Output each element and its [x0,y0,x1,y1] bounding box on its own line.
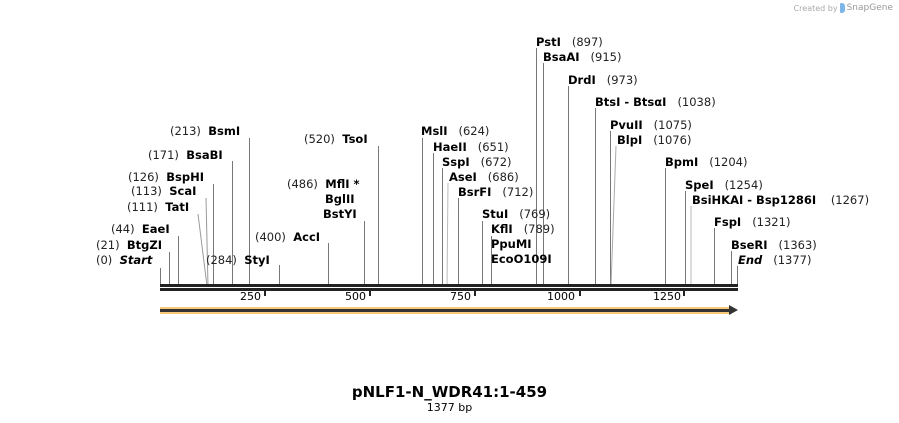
site-line-styi [279,265,280,286]
site-label-blpi[interactable]: BlpI (1076) [617,133,692,147]
ruler-tick-250 [264,290,266,296]
site-label-bsphi[interactable]: (126) BspHI [128,170,204,184]
site-label-bsrfi[interactable]: BsrFI (712) [458,185,534,199]
site-line-btsi [595,108,596,286]
site-label-btgzi[interactable]: (21) BtgZI [96,238,163,252]
site-label-kfli[interactable]: KflI (789) [491,222,555,236]
site-label-eaei[interactable]: (44) EaeI [111,222,170,236]
site-label-pvuii[interactable]: PvuII (1075) [610,118,692,132]
map-length: 1377 bp [426,401,473,414]
site-label-spei[interactable]: SpeI (1254) [685,178,763,192]
ruler-tick-1250 [683,290,685,296]
site-line-scai [205,197,209,287]
site-line-bsphi [213,184,214,286]
site-line-psti [536,48,537,286]
site-label-sspi[interactable]: SspI (672) [442,155,512,169]
site-line-mfli [364,221,365,286]
site-line-bsabi [232,161,233,286]
site-label-asei[interactable]: AseI (686) [449,170,519,184]
ruler-tick-500 [369,290,371,296]
site-label-drdi[interactable]: DrdI (973) [568,73,638,87]
site-line-drdi [568,86,569,286]
site-label-bpmi[interactable]: BpmI (1204) [665,155,748,169]
site-label-styi[interactable]: (284) StyI [206,253,270,267]
ruler-label-1000: 1000 [547,290,575,303]
site-label-bsaai[interactable]: BsaAI (915) [543,50,622,64]
site-line-kfli [491,236,492,286]
site-line-btgzi [169,252,170,286]
site-label-bsihkai[interactable]: BsiHKAI - Bsp1286I (1267) [692,193,870,207]
site-line-acci [328,243,329,286]
site-line-stui [482,221,483,286]
site-label-psti[interactable]: PstI (897) [536,35,603,49]
site-line-bsaai [543,63,544,286]
ruler-tick-750 [474,290,476,296]
site-label-fspi[interactable]: FspI (1321) [714,215,791,229]
site-line-end [737,266,738,286]
ruler-tick-1000 [579,290,581,296]
site-label-haeii[interactable]: HaeII (651) [433,140,509,154]
site-line-tsoi [378,146,379,286]
site-label-bsmi[interactable]: (213) BsmI [170,124,241,138]
site-line-fspi [714,228,715,286]
site-label-tsoi[interactable]: (520) TsoI [304,132,368,146]
site-label-btsi[interactable]: BtsI - BtsαI (1038) [595,95,716,109]
map-title: pNLF1-N_WDR41:1-459 [351,383,548,401]
site-line-tati [197,213,208,287]
site-line-bsrfi [458,198,459,286]
site-label-bglii[interactable]: BglII [325,192,355,206]
site-line-asei [446,182,449,287]
credit-prefix: Created by [793,3,838,13]
feature-arrow[interactable] [160,305,738,315]
snapgene-logo-icon [839,3,845,13]
ruler-label-750: 750 [450,290,471,303]
site-line-sspi [442,168,443,286]
site-line-msli [422,138,423,286]
site-label-bstyi[interactable]: BstYI [323,207,357,221]
site-line-bseri [731,251,732,286]
site-label-stui[interactable]: StuI (769) [482,207,551,221]
site-line-blpi [610,145,617,287]
site-label-tati[interactable]: (111) TatI [127,200,190,214]
dna-backbone-bottom-strand[interactable] [160,288,738,291]
site-line-spei [685,191,686,286]
snapgene-credit: Created by SnapGene [794,3,893,13]
site-line-pvuii [610,131,611,286]
site-line-eaei [178,236,179,286]
site-label-bsabi[interactable]: (171) BsaBI [148,148,223,162]
site-label-end[interactable]: End (1377) [738,253,812,267]
site-line-haeii [433,153,434,286]
dna-backbone-top-strand[interactable] [160,284,738,287]
feature-arrow-shaft [160,309,730,312]
ruler-label-250: 250 [240,290,261,303]
credit-brand: SnapGene [846,3,893,13]
site-label-ecoo109i[interactable]: EcoO109I [491,252,552,266]
ruler-label-1250: 1250 [653,290,681,303]
site-line-bpmi [665,168,666,286]
site-label-mfli[interactable]: (486) MflI * [287,177,360,191]
site-label-acci[interactable]: (400) AccI [255,230,321,244]
site-line-start [160,268,161,286]
arrowhead-right-icon [729,305,738,315]
site-label-start[interactable]: (0) Start [96,253,153,267]
site-label-scai[interactable]: (113) ScaI [131,184,197,198]
site-line-bsmi [249,138,250,286]
site-label-bseri[interactable]: BseRI (1363) [731,238,817,252]
site-label-msli[interactable]: MslI (624) [421,124,490,138]
ruler-label-500: 500 [345,290,366,303]
site-label-ppumi[interactable]: PpuMI [491,237,532,251]
